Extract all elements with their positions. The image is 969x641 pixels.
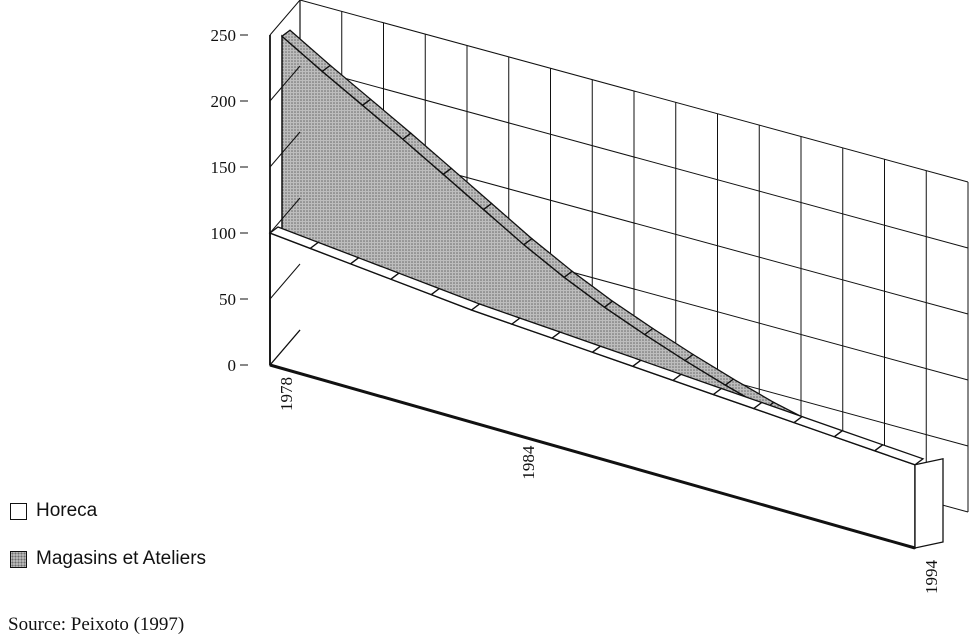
depth-gridline <box>269 197 301 234</box>
series-horeca-top-segment <box>873 444 925 466</box>
legend-label: Magasins et Ateliers <box>36 548 207 569</box>
x-tick-label: 1994 <box>922 560 941 595</box>
series-horeca-end-face <box>914 457 944 549</box>
y-tick-label: 50 <box>219 290 236 309</box>
depth-gridline <box>269 329 301 366</box>
legend-item-magasins: Magasins et Ateliers <box>10 546 206 572</box>
y-tick-label: 250 <box>211 26 237 45</box>
legend-swatch-white <box>10 502 27 520</box>
x-axis-line <box>269 363 916 550</box>
legend-label: Horeca <box>36 500 98 521</box>
x-tick-label: 1978 <box>277 377 296 411</box>
legend: Horeca Magasins et Ateliers <box>10 498 206 594</box>
depth-gridline <box>269 131 301 168</box>
y-tick-label: 100 <box>211 224 237 243</box>
x-tick-label: 1984 <box>519 445 538 480</box>
depth-gridline <box>269 65 301 102</box>
legend-swatch-shaded <box>10 550 27 568</box>
depth-gridline <box>269 263 301 300</box>
tick-labels: 0 50 100 150 200 250 1978 1984 1994 <box>211 26 942 594</box>
series-front <box>268 226 944 549</box>
depth-gridline <box>269 0 301 36</box>
y-tick-label: 0 <box>228 356 237 375</box>
y-tick-label: 150 <box>211 158 237 177</box>
legend-item-horeca: Horeca <box>10 498 206 524</box>
axes <box>240 0 916 550</box>
source-note: Source: Peixoto (1997) <box>8 614 185 635</box>
y-tick-label: 200 <box>211 92 237 111</box>
